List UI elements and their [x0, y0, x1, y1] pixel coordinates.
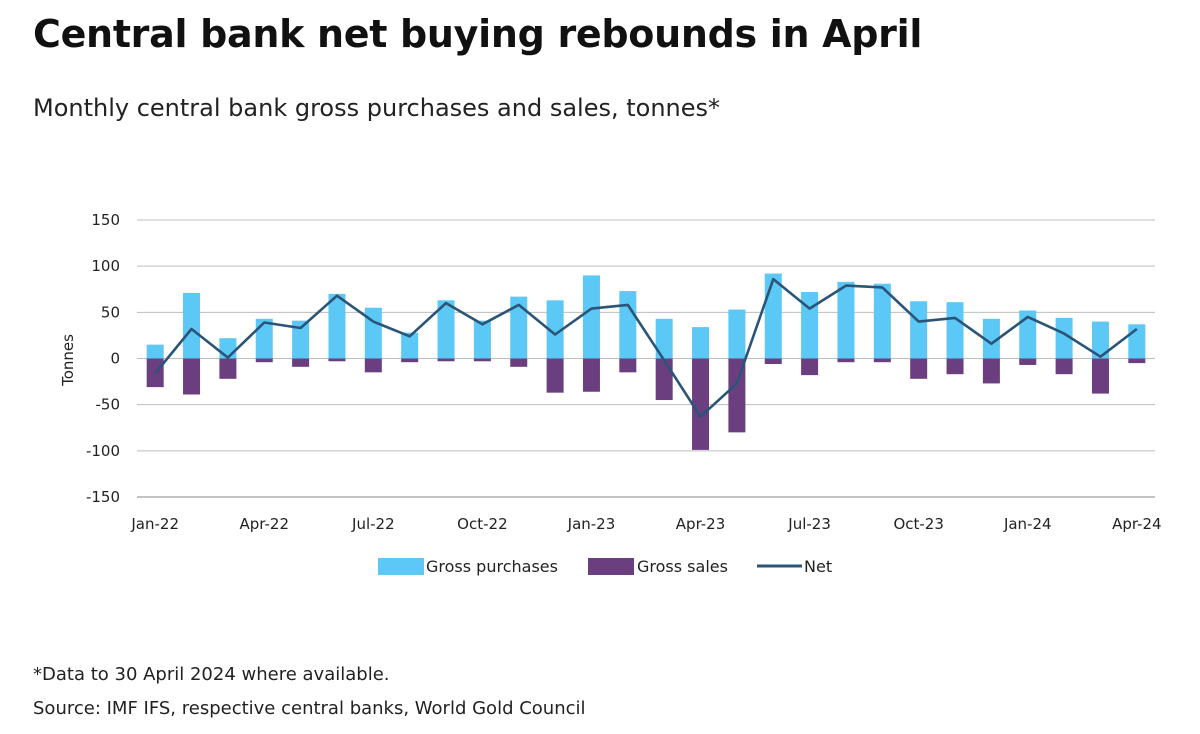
bar-gross-purchases [910, 301, 928, 359]
bar-gross-sales [946, 358, 964, 375]
y-tick-label: 150 [91, 211, 120, 229]
legend-label-gross-sales: Gross sales [637, 557, 728, 576]
x-tick-label: Oct-23 [893, 515, 943, 533]
gridlines [137, 219, 1155, 498]
legend: Gross purchases Gross sales Net [378, 557, 832, 576]
footnote: *Data to 30 April 2024 where available. [33, 664, 390, 685]
legend-swatch-gross-sales [588, 558, 634, 575]
bar-gross-purchases [801, 292, 819, 359]
bar-gross-purchases [1091, 321, 1109, 359]
bar-gross-sales [183, 358, 201, 395]
bar-gross-purchases [728, 309, 746, 359]
bar-gross-sales [1091, 358, 1109, 394]
bar-gross-sales [582, 358, 600, 392]
x-tick-label: Apr-23 [676, 515, 726, 533]
bar-gross-purchases [364, 307, 382, 359]
bar-gross-sales [510, 358, 528, 367]
bar-gross-sales [437, 358, 455, 362]
bar-gross-sales [692, 358, 710, 450]
y-tick-label: -100 [86, 442, 120, 460]
bar-gross-sales [982, 358, 1000, 384]
x-axis-ticks: Jan-22 Apr-22 Jul-22 Oct-22 Jan-23 Apr-23 Jul-… [130, 515, 1161, 533]
bar-gross-sales [619, 358, 637, 373]
net-line [154, 277, 1138, 419]
bar-gross-sales [873, 358, 891, 363]
y-tick-label: 100 [91, 257, 120, 275]
bar-gross-purchases [292, 320, 310, 359]
bar-gross-purchases [510, 296, 528, 359]
net-line-layer [154, 277, 1138, 419]
bar-gross-sales [328, 358, 346, 362]
bar-gross-purchases [982, 318, 1000, 359]
bar-gross-purchases [437, 300, 455, 359]
bar-gross-purchases [946, 302, 964, 359]
bar-gross-sales [1019, 358, 1037, 365]
x-tick-label: Jul-22 [351, 515, 395, 533]
bar-gross-sales [910, 358, 928, 379]
legend-label-gross-purchases: Gross purchases [426, 557, 558, 576]
y-tick-label: -50 [96, 396, 121, 414]
y-axis-ticks: 150 100 50 0 -50 -100 -150 [86, 211, 120, 506]
bar-gross-purchases [837, 281, 855, 359]
bar-gross-sales [655, 358, 673, 401]
bar-gross-purchases [328, 293, 346, 359]
bar-gross-purchases [1055, 317, 1073, 359]
bar-gross-purchases [255, 318, 273, 359]
bars [146, 273, 1146, 450]
y-axis-label: Tonnes [59, 334, 77, 387]
bar-gross-sales [401, 358, 419, 363]
bar-gross-sales [292, 358, 310, 367]
x-tick-label: Jan-24 [1003, 515, 1052, 533]
bar-gross-purchases [473, 320, 491, 359]
bar-gross-purchases [873, 283, 891, 359]
x-tick-label: Jul-23 [787, 515, 831, 533]
x-tick-label: Jan-23 [567, 515, 616, 533]
x-tick-label: Apr-24 [1112, 515, 1162, 533]
chart-subtitle: Monthly central bank gross purchases and… [33, 94, 721, 122]
legend-swatch-gross-purchases [378, 558, 424, 575]
bar-gross-sales [764, 358, 782, 365]
bar-gross-purchases [546, 300, 564, 359]
bar-gross-purchases [146, 344, 164, 359]
bar-gross-sales [364, 358, 382, 373]
bar-gross-sales [255, 358, 273, 363]
chart-title: Central bank net buying rebounds in Apri… [33, 12, 923, 56]
y-tick-label: -150 [86, 488, 120, 506]
bar-gross-sales [728, 358, 746, 433]
bar-gross-purchases [183, 292, 201, 359]
x-tick-label: Oct-22 [457, 515, 507, 533]
x-tick-label: Jan-22 [130, 515, 179, 533]
bar-gross-sales [801, 358, 819, 376]
bar-gross-purchases [619, 291, 637, 359]
y-tick-label: 0 [110, 350, 120, 368]
bar-gross-sales [1128, 358, 1146, 364]
bar-gross-purchases [692, 327, 710, 359]
bar-gross-sales [473, 358, 491, 362]
bar-gross-sales [1055, 358, 1073, 375]
bar-gross-purchases [219, 338, 237, 359]
bar-gross-purchases [401, 332, 419, 359]
bar-gross-purchases [764, 273, 782, 359]
legend-label-net: Net [804, 557, 832, 576]
bar-gross-sales [837, 358, 855, 363]
bar-gross-purchases [1019, 310, 1037, 359]
bar-gross-purchases [582, 275, 600, 359]
x-tick-label: Apr-22 [240, 515, 290, 533]
bar-gross-sales [546, 358, 564, 393]
bar-gross-sales [219, 358, 237, 379]
y-tick-label: 50 [101, 303, 120, 321]
source-note: Source: IMF IFS, respective central bank… [33, 698, 586, 719]
bar-gross-purchases [655, 318, 673, 359]
